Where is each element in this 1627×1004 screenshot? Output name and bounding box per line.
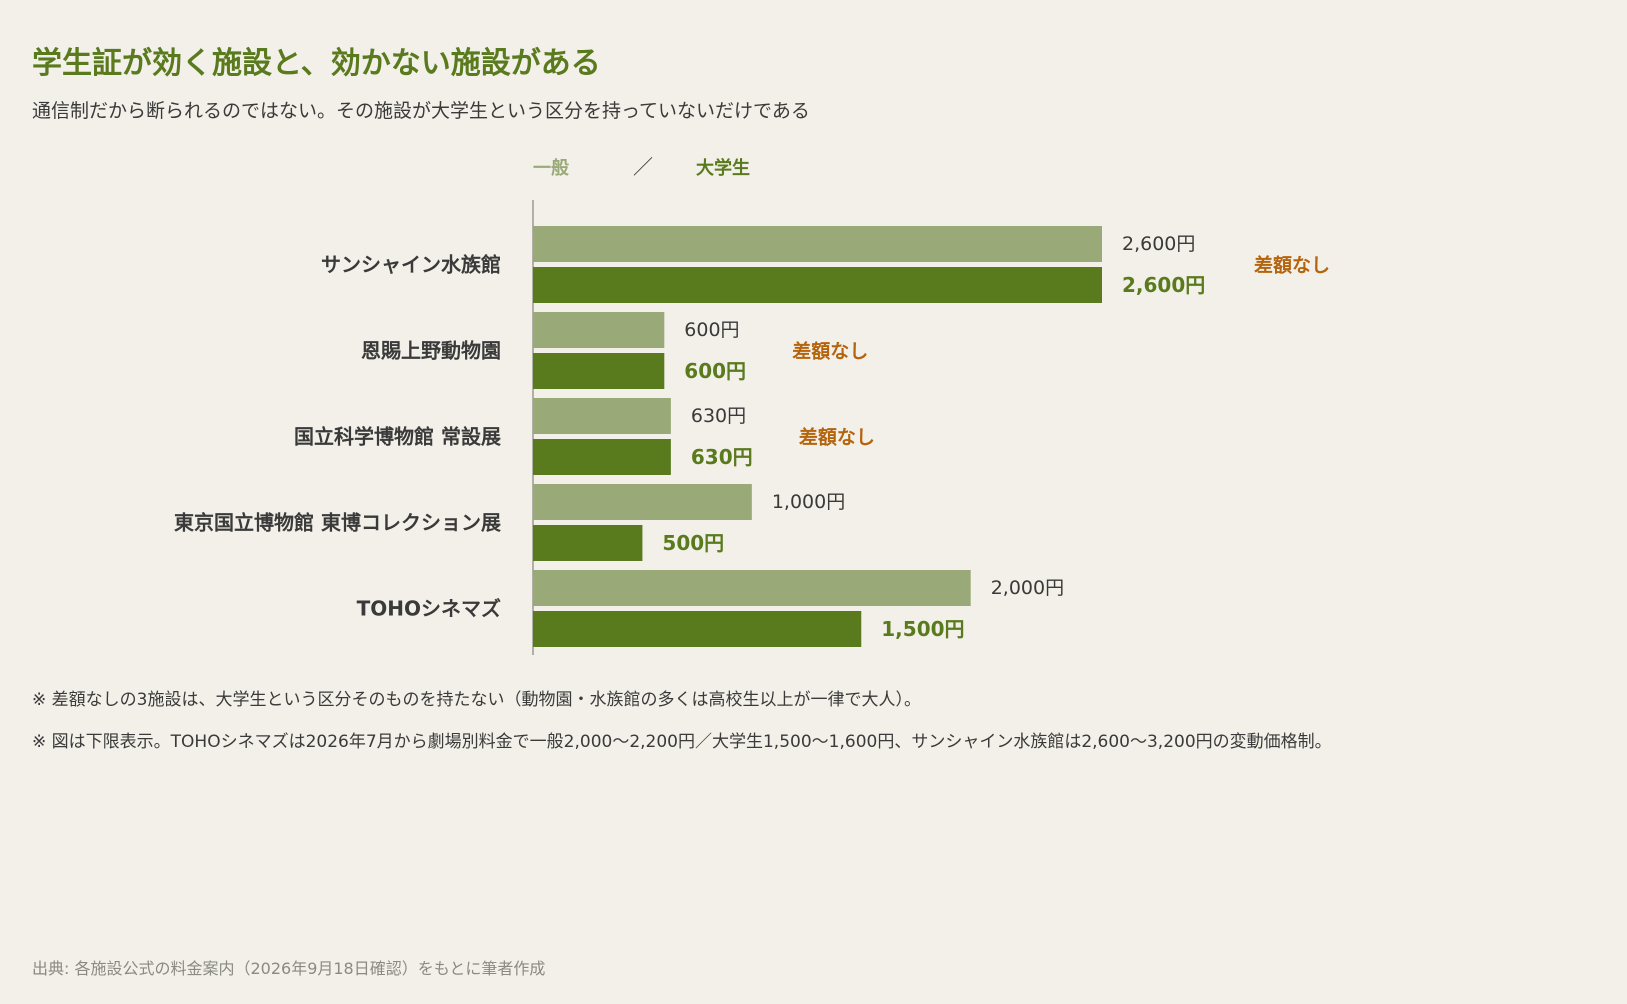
source-credit: 出典: 各施設公式の料金案内（2026年9月18日確認）をもとに筆者作成: [32, 959, 546, 978]
bar-general: [533, 570, 971, 606]
bar-student: [533, 525, 643, 561]
category-label: TOHOシネマズ: [357, 597, 501, 621]
value-label-student: 1,500円: [881, 617, 964, 641]
no-difference-annotation: 差額なし: [799, 426, 875, 449]
category-label: サンシャイン水族館: [321, 253, 501, 277]
bar-chart: 一般／大学生サンシャイン水族館2,600円2,600円差額なし恩賜上野動物園60…: [174, 155, 1330, 655]
bar-general: [533, 484, 752, 520]
footnote-no-difference: ※ 差額なしの3施設は、大学生という区分そのものを持たない（動物園・水族館の多く…: [32, 690, 921, 710]
category-label: 東京国立博物館 東博コレクション展: [174, 511, 501, 535]
no-difference-annotation: 差額なし: [792, 340, 868, 363]
value-label-student: 2,600円: [1122, 273, 1205, 297]
value-label-student: 630円: [691, 445, 753, 469]
chart-subtitle: 通信制だから断られるのではない。その施設が大学生という区分を持っていないだけであ…: [32, 100, 810, 122]
bar-student: [533, 611, 862, 647]
value-label-general: 2,600円: [1122, 233, 1195, 255]
value-label-general: 600円: [684, 319, 739, 341]
value-label-general: 2,000円: [991, 577, 1064, 599]
bar-general: [533, 398, 671, 434]
legend-separator: ／: [633, 155, 653, 179]
chart-title: 学生証が効く施設と、効かない施設がある: [32, 46, 601, 81]
footnote-price-range: ※ 図は下限表示。TOHOシネマズは2026年7月から劇場別料金で一般2,000…: [32, 732, 1332, 752]
legend-general: 一般: [533, 157, 569, 179]
legend-student: 大学生: [696, 157, 750, 179]
no-difference-annotation: 差額なし: [1254, 254, 1330, 277]
bar-student: [533, 439, 671, 475]
value-label-general: 1,000円: [772, 491, 845, 513]
bar-general: [533, 226, 1102, 262]
bar-student: [533, 353, 665, 389]
category-label: 恩賜上野動物園: [361, 339, 501, 363]
value-label-general: 630円: [691, 405, 746, 427]
bar-general: [533, 312, 665, 348]
value-label-student: 600円: [684, 359, 746, 383]
value-label-student: 500円: [662, 531, 724, 555]
bar-student: [533, 267, 1102, 303]
category-label: 国立科学博物館 常設展: [294, 425, 501, 449]
